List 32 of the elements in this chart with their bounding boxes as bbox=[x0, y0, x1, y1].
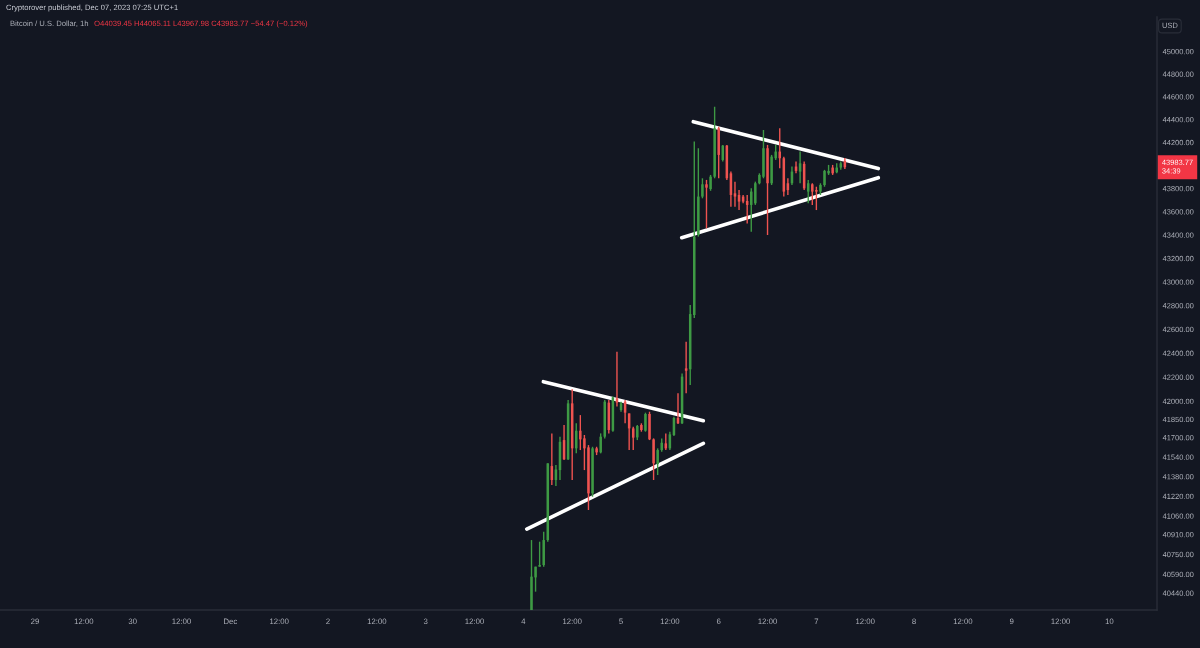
candlestick bbox=[709, 174, 712, 192]
candlestick bbox=[615, 351, 619, 408]
candlestick bbox=[701, 177, 704, 200]
candlestick bbox=[534, 565, 537, 593]
candlestick bbox=[778, 127, 782, 169]
candlestick bbox=[656, 447, 659, 476]
candlestick bbox=[599, 432, 602, 455]
candlestick bbox=[831, 164, 834, 176]
candlestick bbox=[648, 411, 651, 441]
candlestick bbox=[538, 540, 541, 568]
candlestick bbox=[815, 186, 818, 211]
candlestick bbox=[530, 539, 533, 610]
candlestick bbox=[713, 106, 716, 179]
candlestick bbox=[811, 182, 814, 206]
candlestick bbox=[697, 147, 700, 238]
candlestick bbox=[575, 422, 578, 455]
candlestick bbox=[749, 187, 753, 233]
candlestick bbox=[770, 154, 773, 186]
candlestick bbox=[733, 180, 737, 208]
candlestick bbox=[705, 179, 708, 230]
candlestick bbox=[823, 169, 826, 188]
candlestick bbox=[684, 340, 688, 395]
candlestick bbox=[591, 446, 594, 498]
candlestick bbox=[762, 129, 765, 179]
candlestick bbox=[595, 446, 598, 456]
candlestick bbox=[579, 414, 582, 451]
candlestick bbox=[644, 411, 647, 433]
candlestick bbox=[766, 144, 769, 236]
candlestick bbox=[754, 180, 757, 206]
candlestick bbox=[819, 182, 822, 196]
candlestick bbox=[640, 422, 643, 433]
candlestick bbox=[652, 437, 655, 481]
